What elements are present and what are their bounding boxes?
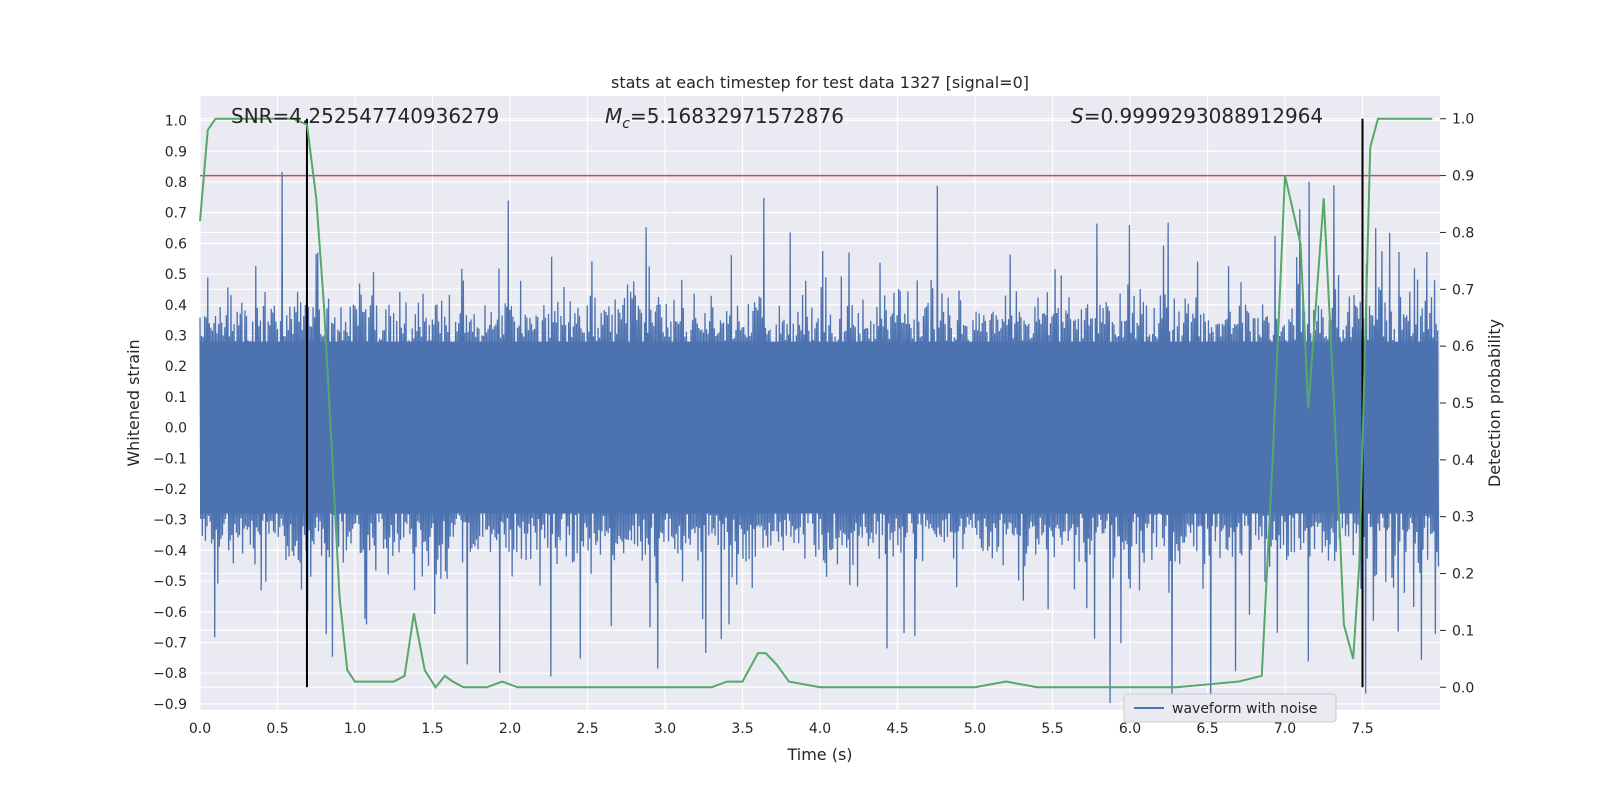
y2-tick-label: 0.9 (1452, 169, 1474, 185)
y-tick-label: −0.2 (153, 482, 187, 498)
y-axis-label: Whitened strain (124, 339, 143, 466)
x-tick-label: 3.5 (731, 721, 753, 737)
y-tick-label: 0.8 (165, 175, 187, 191)
y2-axis-ticks: 1.0 0.9 0.8 0.7 0.6 0.5 0.4 0.3 0.2 0.1 0.0 (1440, 112, 1474, 696)
s-annotation: S=0.9999293088912964 (1071, 104, 1323, 128)
snr-annotation: SNR=4.252547740936279 (231, 104, 499, 128)
y-tick-label: 0.2 (165, 359, 187, 375)
x-axis-label: Time (s) (786, 745, 852, 764)
y-axis-ticks: 1.0 0.9 0.8 0.7 0.6 0.5 0.4 0.3 0.2 0.1 0.0 −0.1 −0.… (153, 114, 187, 713)
chart-title: stats at each timestep for test data 132… (611, 73, 1029, 92)
x-tick-label: 3.0 (654, 721, 676, 737)
x-tick-label: 4.5 (886, 721, 908, 737)
y2-tick-label: 0.0 (1452, 680, 1474, 696)
y-tick-label: 0.3 (165, 328, 187, 344)
x-tick-label: 4.0 (809, 721, 831, 737)
y-tick-label: −0.4 (153, 543, 187, 559)
y-tick-label: −0.3 (153, 513, 187, 529)
x-axis-ticks: 0.0 0.5 1.0 1.5 2.0 2.5 3.0 3.5 4.0 4.5 5.0 5.5 6.0 6… (189, 721, 1374, 737)
y2-tick-label: 0.3 (1452, 510, 1474, 526)
y2-tick-label: 0.6 (1452, 339, 1474, 355)
waveform-line (199, 171, 1440, 705)
x-tick-label: 6.0 (1119, 721, 1141, 737)
x-tick-label: 5.0 (964, 721, 986, 737)
vertical-markers (305, 118, 1364, 688)
y2-tick-label: 0.2 (1452, 567, 1474, 583)
y-tick-label: −0.1 (153, 451, 187, 467)
y-tick-label: 0.7 (165, 206, 187, 222)
y-tick-label: −0.9 (153, 697, 187, 713)
y2-tick-label: 0.1 (1452, 623, 1474, 639)
x-tick-label: 2.0 (499, 721, 521, 737)
y-tick-label: −0.6 (153, 605, 187, 621)
x-tick-label: 6.5 (1196, 721, 1218, 737)
y-tick-label: 0.9 (165, 144, 187, 160)
chirp-mass-value: =5.16832971572876 (630, 104, 844, 128)
y2-tick-label: 0.7 (1452, 282, 1474, 298)
y-tick-label: −0.8 (153, 666, 187, 682)
y2-tick-label: 0.4 (1452, 453, 1474, 469)
y2-tick-label: 0.8 (1452, 225, 1474, 241)
y-tick-label: −0.5 (153, 574, 187, 590)
y2-tick-label: 0.5 (1452, 396, 1474, 412)
y-tick-label: −0.7 (153, 635, 187, 651)
y-tick-label: 0.4 (165, 298, 187, 314)
s-symbol: S (1071, 104, 1084, 128)
x-tick-label: 0.5 (266, 721, 288, 737)
y2-tick-label: 1.0 (1452, 112, 1474, 128)
y-tick-label: 0.0 (165, 421, 187, 437)
y-tick-label: 0.5 (165, 267, 187, 283)
x-tick-label: 1.5 (421, 721, 443, 737)
x-tick-label: 0.0 (189, 721, 211, 737)
legend-label: waveform with noise (1172, 701, 1317, 717)
x-tick-label: 7.0 (1274, 721, 1296, 737)
legend: waveform with noise (1123, 693, 1337, 723)
y-tick-label: 0.1 (165, 390, 187, 406)
x-tick-label: 1.0 (344, 721, 366, 737)
chirp-mass-subscript: c (622, 116, 630, 132)
waveform-series (199, 171, 1440, 705)
chirp-mass-symbol: M (605, 104, 622, 128)
x-tick-label: 2.5 (576, 721, 598, 737)
y-tick-label: 0.6 (165, 236, 187, 252)
x-tick-label: 5.5 (1041, 721, 1063, 737)
chirp-mass-annotation: Mc=5.16832971572876 (605, 104, 844, 132)
legend-box (1123, 693, 1337, 723)
probability-series (199, 117, 1433, 689)
x-tick-label: 7.5 (1351, 721, 1373, 737)
y2-axis-label: Detection probability (1485, 319, 1504, 487)
s-value: =0.9999293088912964 (1084, 104, 1323, 128)
y-tick-label: 1.0 (165, 114, 187, 130)
